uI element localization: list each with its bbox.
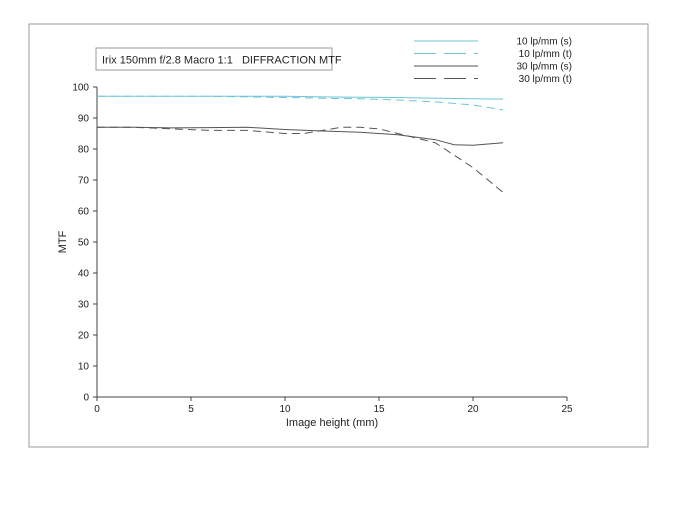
y-tick-label: 90 xyxy=(78,114,90,125)
x-tick-label: 15 xyxy=(373,404,385,415)
x-ticks: 0 5 10 15 20 25 xyxy=(94,397,573,415)
x-tick-label: 20 xyxy=(467,404,479,415)
series-line-4 xyxy=(97,126,504,193)
legend-label-2: 10 lp/mm (t) xyxy=(519,49,572,60)
y-tick-label: 0 xyxy=(83,393,89,404)
y-tick-label: 10 xyxy=(78,362,90,373)
y-tick-label: 60 xyxy=(78,207,90,218)
x-tick-label: 0 xyxy=(94,404,100,415)
y-tick-label: 20 xyxy=(78,331,90,342)
series-line-1 xyxy=(97,95,504,100)
figure-border xyxy=(28,23,649,448)
y-ticks: 0 10 20 30 40 50 60 70 80 90 100 xyxy=(72,83,97,404)
y-tick-label: 80 xyxy=(78,145,90,156)
x-axis-label: Image height (mm) xyxy=(286,417,378,429)
chart-title: Irix 150mm f/2.8 Macro 1:1 DIFFRACTION M… xyxy=(102,55,342,67)
y-tick-label: 100 xyxy=(72,83,89,94)
legend-label-4: 30 lp/mm (t) xyxy=(519,74,572,85)
series-line-3 xyxy=(97,126,504,146)
y-tick-label: 40 xyxy=(78,269,90,280)
axes xyxy=(96,87,567,398)
y-tick-label: 30 xyxy=(78,300,90,311)
series-layer xyxy=(97,95,504,193)
legend-label-1: 10 lp/mm (s) xyxy=(516,37,572,48)
y-tick-label: 50 xyxy=(78,238,90,249)
x-tick-label: 10 xyxy=(279,404,291,415)
legend-label-3: 30 lp/mm (s) xyxy=(516,62,572,73)
y-axis-label: MTF xyxy=(57,230,69,253)
series-line-2 xyxy=(97,95,504,111)
y-tick-label: 70 xyxy=(78,176,90,187)
x-tick-label: 25 xyxy=(561,404,573,415)
x-tick-label: 5 xyxy=(188,404,194,415)
legend: 10 lp/mm (s)10 lp/mm (t) 30 lp/mm (s)30 l… xyxy=(414,37,572,85)
chart-title-box xyxy=(95,47,333,71)
